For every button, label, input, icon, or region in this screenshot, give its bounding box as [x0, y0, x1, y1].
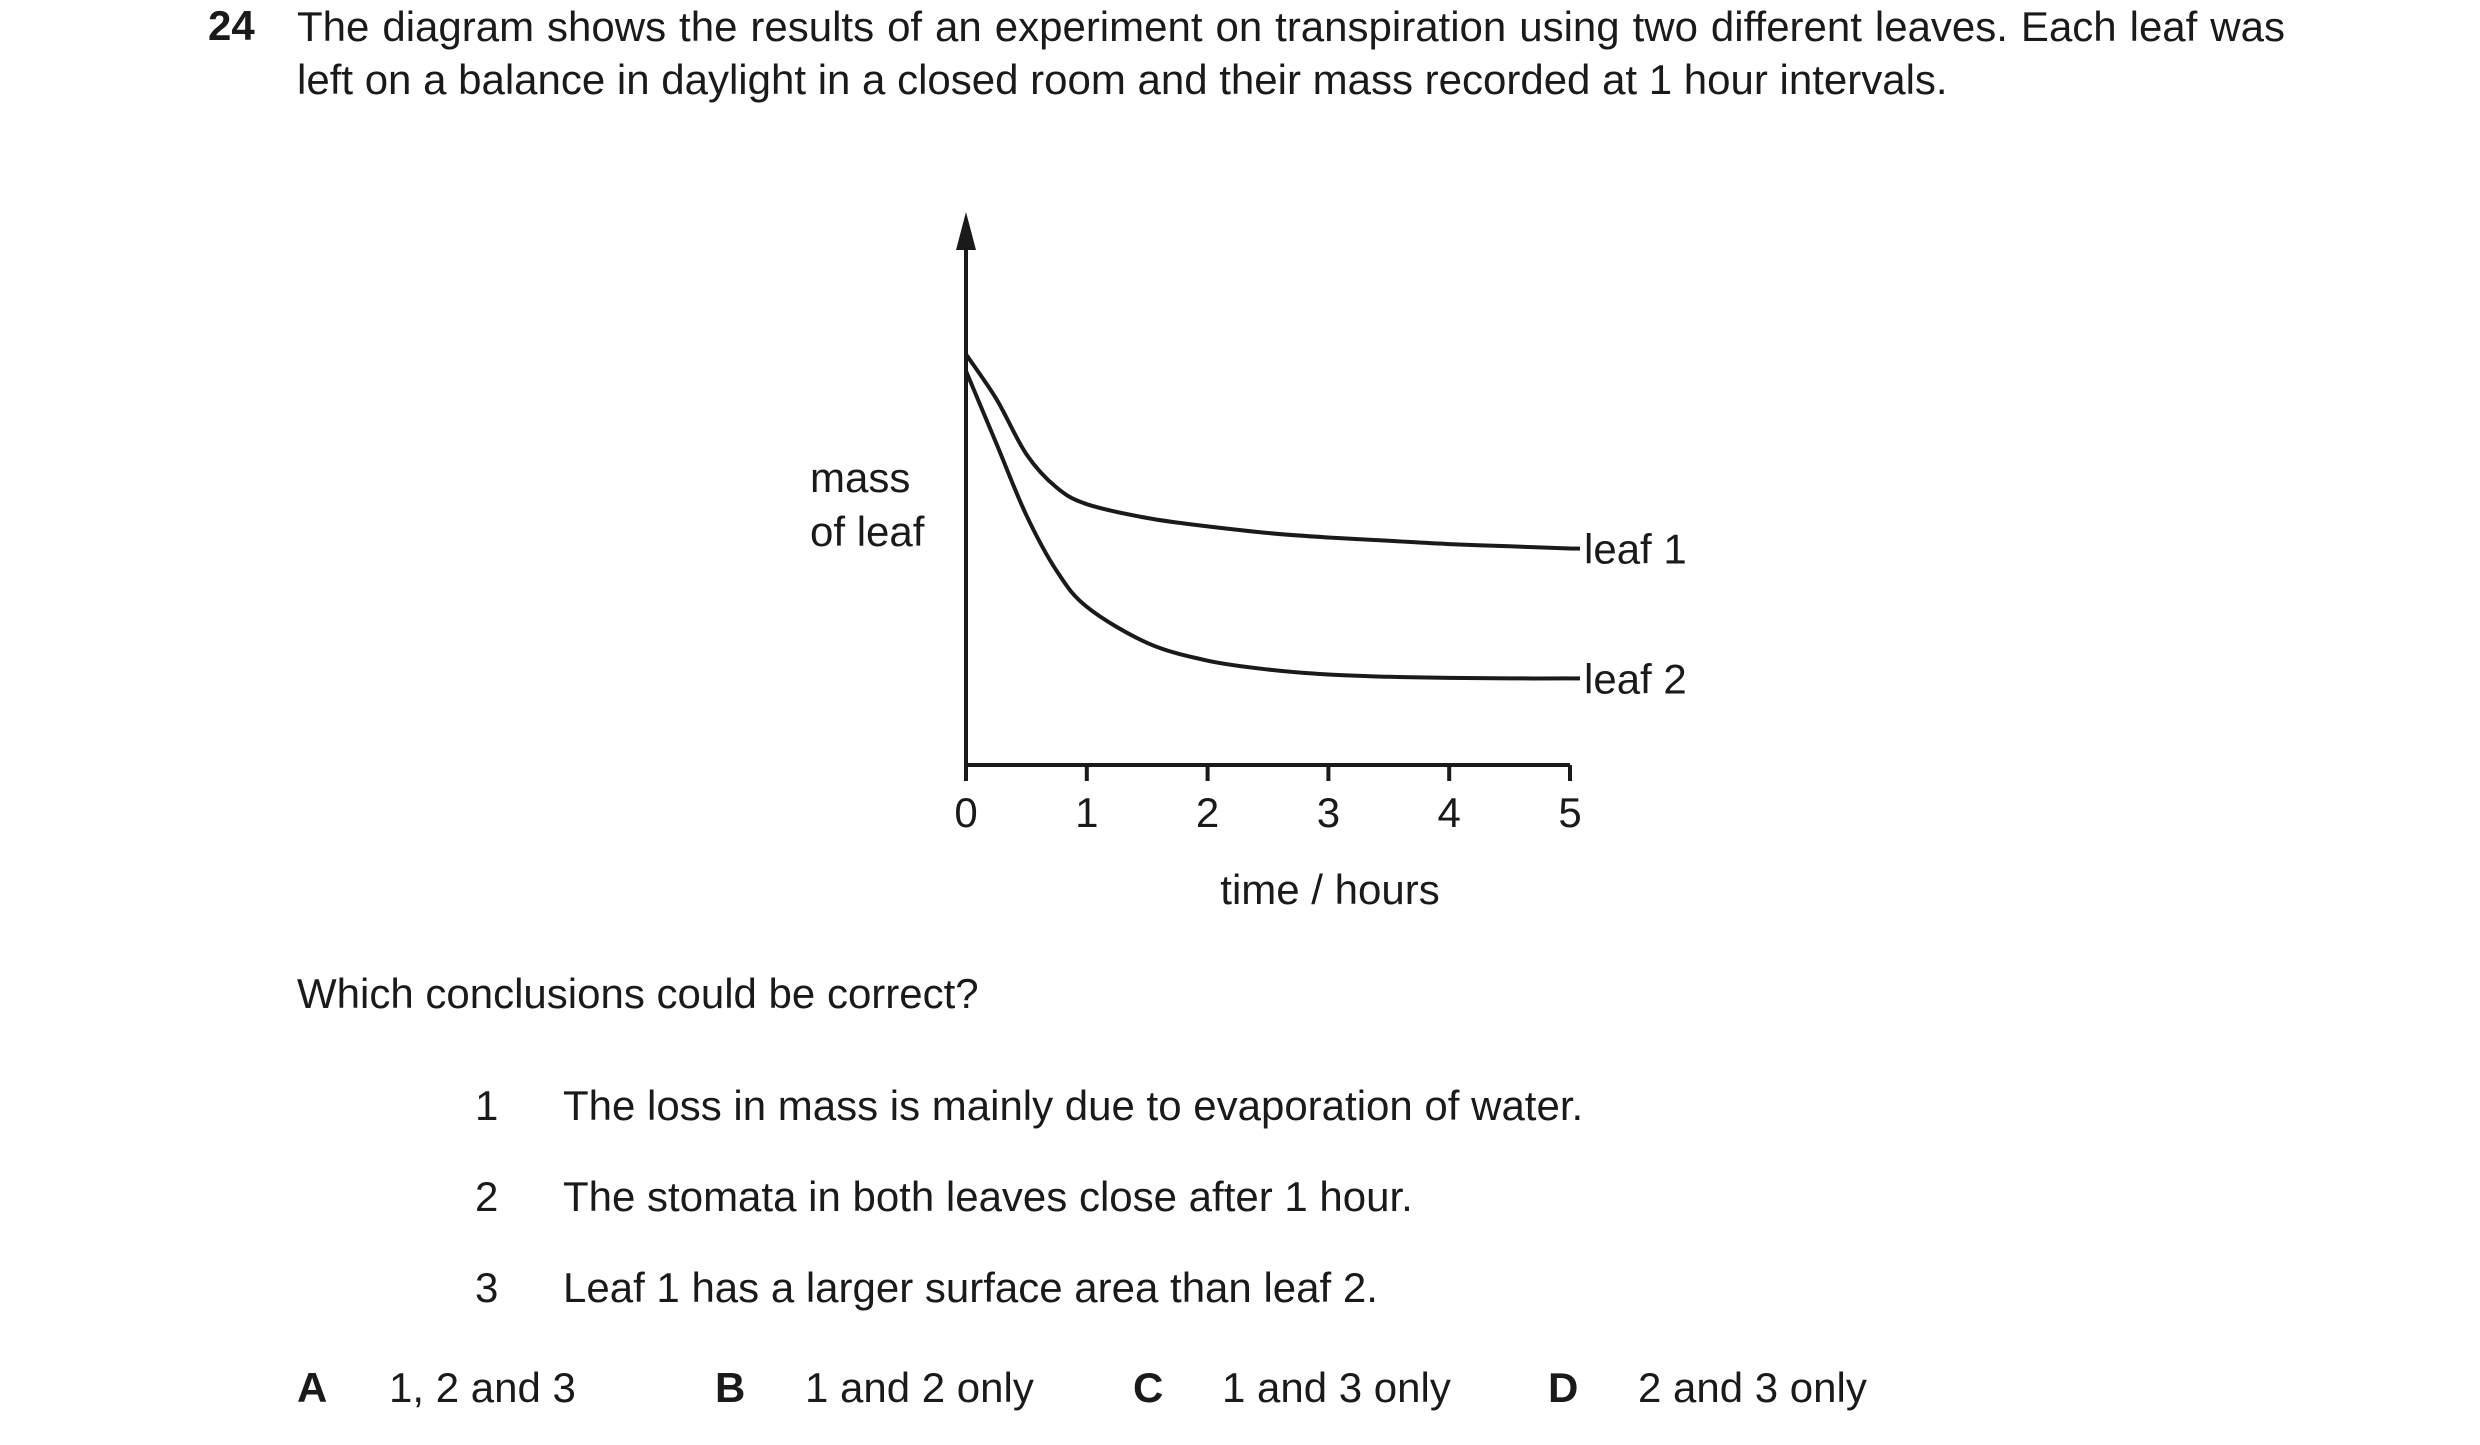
statement-text-2: The stomata in both leaves close after 1…	[563, 1173, 1413, 1220]
option-text-a[interactable]: 1, 2 and 3	[389, 1364, 576, 1411]
x-tick-label-4: 4	[1438, 789, 1461, 836]
statement-text-3: Leaf 1 has a larger surface area than le…	[563, 1264, 1378, 1311]
series-curve-leaf-2	[964, 370, 1571, 681]
statement-number-3: 3	[475, 1264, 499, 1311]
question-number: 24	[208, 2, 255, 49]
option-letter-a[interactable]: A	[297, 1364, 328, 1411]
x-tick-label-1: 1	[1075, 789, 1098, 836]
option-text-d[interactable]: 2 and 3 only	[1638, 1364, 1867, 1411]
x-tick-label-3: 3	[1317, 789, 1340, 836]
statement-text-1: The loss in mass is mainly due to evapor…	[563, 1082, 1584, 1129]
question-prompt: Which conclusions could be correct?	[297, 970, 979, 1017]
series-label-leaf-1: leaf 1	[1584, 526, 1687, 573]
y-axis-arrowhead	[956, 212, 976, 250]
option-text-c[interactable]: 1 and 3 only	[1222, 1364, 1451, 1411]
option-letter-c[interactable]: C	[1133, 1364, 1164, 1411]
statement-number-1: 1	[475, 1082, 499, 1129]
x-tick-label-5: 5	[1558, 789, 1581, 836]
series-curve-leaf-1	[964, 353, 1571, 551]
statement-number-2: 2	[475, 1173, 499, 1220]
y-axis-label-line-1: mass	[810, 454, 910, 501]
x-axis-label: time / hours	[1220, 866, 1439, 913]
option-letter-b[interactable]: B	[715, 1364, 746, 1411]
option-letter-d[interactable]: D	[1548, 1364, 1579, 1411]
x-tick-label-2: 2	[1196, 789, 1219, 836]
y-axis-label-line-2: of leaf	[810, 508, 925, 555]
series-label-leaf-2: leaf 2	[1584, 655, 1687, 702]
x-tick-label-0: 0	[954, 789, 977, 836]
option-text-b[interactable]: 1 and 2 only	[805, 1364, 1034, 1411]
question-stem: The diagram shows the results of an expe…	[297, 3, 2285, 103]
